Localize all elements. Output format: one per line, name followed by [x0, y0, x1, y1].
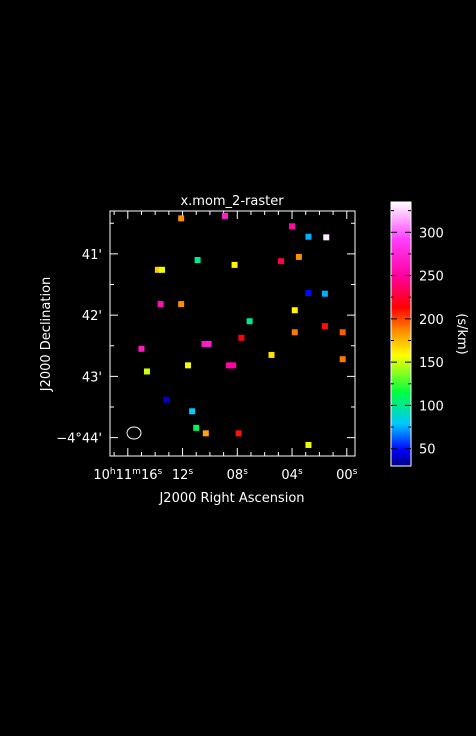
- colorbar-label: (s/km): [454, 313, 469, 355]
- data-point: [178, 215, 185, 222]
- colorbar-tick-label: 150: [419, 356, 444, 371]
- x-tick-labels: 10h11m16s 12s 08s 04s 00s: [93, 467, 357, 483]
- data-point: [221, 212, 228, 219]
- data-point: [194, 257, 201, 263]
- data-point: [193, 424, 200, 431]
- data-point: [143, 368, 150, 375]
- y-tick-label: 42': [82, 309, 102, 324]
- data-point: [189, 408, 196, 415]
- data-point: [178, 301, 185, 308]
- data-point: [230, 362, 237, 369]
- plot-border: [109, 210, 356, 457]
- data-point: [305, 290, 312, 297]
- data-point: [278, 258, 285, 265]
- y-tick-label: 41': [82, 248, 102, 263]
- data-point: [159, 266, 166, 273]
- colorbar: 50 100 150 200 250 300 (s/km): [390, 201, 469, 467]
- data-point: [154, 266, 161, 273]
- y-tick-label: 43': [82, 370, 102, 385]
- axis-ticks: [110, 211, 355, 456]
- data-point: [305, 441, 312, 448]
- colorbar-ticks: 50 100 150 200 250 300: [391, 210, 444, 458]
- data-point: [246, 318, 253, 325]
- colorbar-tick-label: 250: [419, 270, 444, 285]
- x-tick-label: 04s: [281, 467, 303, 483]
- colorbar-tick-label: 200: [419, 313, 444, 328]
- data-point: [321, 323, 328, 330]
- x-tick-label: 10h11m16s: [93, 467, 162, 483]
- data-point: [157, 301, 164, 308]
- colorbar-tick-label: 100: [419, 399, 444, 414]
- data-point: [238, 334, 245, 341]
- data-point: [305, 233, 312, 240]
- data-point: [291, 329, 298, 336]
- data-point: [321, 290, 328, 297]
- data-point: [202, 430, 209, 437]
- colorbar-tick-label: 50: [419, 443, 436, 458]
- plot-frame: [109, 210, 356, 457]
- data-point: [339, 356, 346, 363]
- data-points: [138, 212, 346, 448]
- data-point: [291, 307, 298, 314]
- data-point: [289, 223, 296, 230]
- y-tick-labels: 41' 42' 43' −4°44': [56, 248, 102, 447]
- chart-title: x.mom_2-raster: [180, 194, 284, 209]
- data-point: [138, 345, 145, 352]
- data-point: [323, 234, 330, 241]
- data-point: [205, 340, 212, 347]
- data-point: [339, 329, 346, 336]
- colorbar-tick-label: 300: [419, 226, 444, 241]
- x-tick-label: 00s: [336, 467, 358, 483]
- x-axis-label: J2000 Right Ascension: [158, 491, 304, 506]
- data-point: [201, 340, 208, 347]
- data-point: [226, 362, 233, 369]
- x-tick-label: 12s: [172, 467, 194, 483]
- x-tick-label: 08s: [227, 467, 249, 483]
- y-axis-label: J2000 Declination: [39, 277, 54, 393]
- colorbar-gradient: [390, 201, 412, 467]
- data-point: [163, 396, 170, 403]
- data-point: [185, 362, 192, 369]
- data-point: [235, 430, 242, 437]
- data-point: [268, 351, 275, 358]
- beam-ellipse: [126, 426, 142, 440]
- data-point: [231, 261, 238, 268]
- y-tick-label: −4°44': [56, 432, 102, 447]
- data-point: [295, 253, 302, 260]
